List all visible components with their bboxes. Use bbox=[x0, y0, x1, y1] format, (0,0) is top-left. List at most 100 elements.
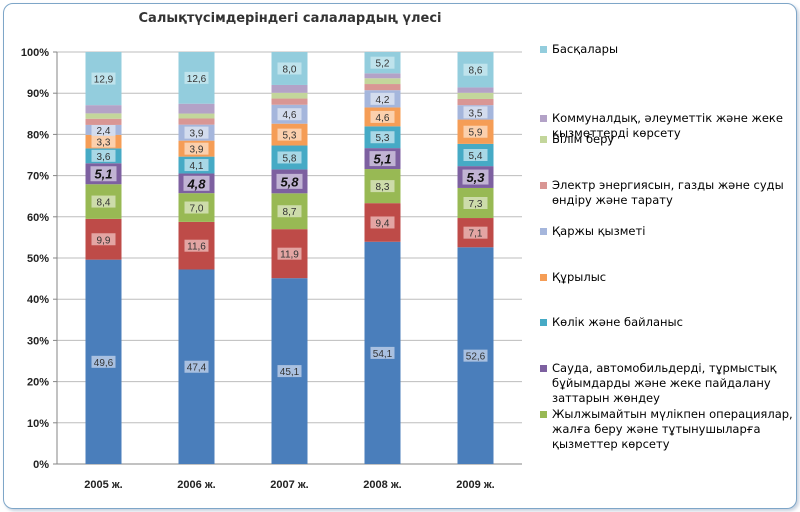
data-label: 4,2 bbox=[376, 95, 390, 106]
data-label-box bbox=[91, 72, 116, 85]
legend-swatch bbox=[540, 411, 547, 418]
y-tick-label: 80% bbox=[27, 129, 49, 141]
x-tick-label: 2005 ж. bbox=[84, 479, 122, 491]
bar-segment bbox=[178, 113, 215, 119]
data-label-box bbox=[463, 196, 488, 209]
legend-label: Электр энергиясын, газды және суды өндір… bbox=[552, 178, 784, 207]
data-label-box bbox=[90, 166, 117, 182]
data-label-box bbox=[463, 226, 488, 239]
legend-swatch bbox=[540, 46, 547, 53]
legend-label: Сауда, автомобильдерді, тұрмыстық бұйымд… bbox=[552, 361, 777, 405]
data-label-box bbox=[370, 216, 395, 229]
data-label: 5,1 bbox=[94, 167, 112, 182]
data-label-box bbox=[91, 355, 116, 368]
data-label: 54,1 bbox=[373, 349, 393, 360]
bar-segment bbox=[457, 92, 494, 99]
data-label-box bbox=[184, 360, 209, 373]
data-label-box bbox=[463, 125, 488, 138]
data-label-box bbox=[184, 126, 209, 139]
data-label-box bbox=[184, 71, 209, 84]
bar-segment bbox=[85, 113, 122, 119]
bar-segment bbox=[457, 98, 494, 106]
chart-title: Салықтүсімдеріндегі салалардың үлесі bbox=[139, 11, 442, 26]
data-label: 8,4 bbox=[97, 198, 111, 209]
bar-segment bbox=[457, 87, 494, 93]
data-label: 3,9 bbox=[190, 129, 204, 140]
data-label: 7,1 bbox=[469, 229, 483, 240]
data-label: 3,3 bbox=[97, 138, 111, 149]
data-label-box bbox=[277, 108, 302, 121]
data-label-box bbox=[183, 175, 210, 191]
data-label: 3,9 bbox=[190, 145, 204, 156]
x-axis: 2005 ж. 2006 ж. 2007 ж. 2008 ж. 2009 ж. bbox=[84, 479, 494, 491]
data-label-box bbox=[91, 195, 116, 208]
data-label: 5,9 bbox=[469, 128, 483, 139]
bar-segment bbox=[271, 98, 308, 105]
bar-stacks: 49,6 9,9 8,4 5,1 3,6 3,32,4 12,9 47,4 11,6 7,0 4,8… bbox=[85, 52, 494, 464]
data-label: 5,1 bbox=[373, 152, 391, 167]
data-label: 5,3 bbox=[466, 170, 485, 185]
data-label: 11,9 bbox=[280, 250, 299, 261]
data-label-box bbox=[370, 92, 395, 105]
data-label: 4,6 bbox=[283, 110, 297, 121]
data-label: 9,9 bbox=[97, 235, 111, 246]
y-tick-label: 30% bbox=[27, 335, 49, 347]
data-label: 4,6 bbox=[376, 113, 390, 124]
data-label-box bbox=[370, 56, 395, 69]
data-label: 7,0 bbox=[190, 204, 204, 215]
data-label: 8,7 bbox=[283, 207, 297, 218]
bar-segment bbox=[178, 118, 215, 125]
bar-segment bbox=[85, 118, 122, 125]
data-label-box bbox=[184, 159, 209, 172]
bar-segment bbox=[85, 105, 122, 114]
data-label-box bbox=[369, 151, 396, 167]
data-label-box bbox=[463, 106, 488, 119]
data-label: 12,9 bbox=[94, 75, 114, 86]
data-label: 8,3 bbox=[376, 182, 390, 193]
legend-label: Қаржы қызметі bbox=[552, 224, 646, 238]
y-tick-label: 40% bbox=[27, 294, 49, 306]
legend-swatch bbox=[540, 319, 547, 326]
data-label: 5,8 bbox=[280, 174, 299, 189]
data-label-box bbox=[277, 128, 302, 141]
legend-label: Жылжымайтын мүлікпен операциялар, жалға … bbox=[552, 407, 793, 451]
data-label: 5,8 bbox=[283, 153, 297, 164]
data-label-box bbox=[91, 233, 116, 246]
bar-segment bbox=[364, 78, 401, 85]
data-label: 52,6 bbox=[466, 352, 486, 363]
data-label-box bbox=[462, 169, 489, 185]
data-label: 4,1 bbox=[190, 161, 204, 172]
legend-swatch bbox=[540, 274, 547, 281]
data-label-box bbox=[91, 123, 116, 136]
data-label-box bbox=[463, 63, 488, 76]
x-tick-label: 2006 ж. bbox=[177, 479, 215, 491]
legend-label: Білім беру bbox=[552, 132, 615, 146]
x-tick-label: 2009 ж. bbox=[456, 479, 494, 491]
data-label: 4,8 bbox=[186, 176, 206, 191]
data-label-box bbox=[277, 365, 302, 378]
x-tick-label: 2008 ж. bbox=[363, 479, 401, 491]
y-tick-label: 70% bbox=[27, 171, 49, 183]
data-label-box bbox=[370, 346, 395, 359]
data-label: 8,0 bbox=[283, 64, 297, 75]
data-label: 5,2 bbox=[376, 59, 390, 70]
bar-segment bbox=[271, 92, 308, 99]
data-label-box bbox=[277, 247, 302, 260]
y-tick-label: 90% bbox=[27, 88, 49, 100]
y-tick-label: 0% bbox=[33, 459, 49, 471]
bar-segment bbox=[364, 73, 401, 79]
data-label: 3,5 bbox=[469, 108, 483, 119]
data-label-box bbox=[370, 131, 395, 144]
y-axis: 0% 10% 20% 30% 40% 50% 60% 70% 80% 90% 100% bbox=[21, 47, 522, 471]
data-label: 49,6 bbox=[94, 358, 114, 369]
data-label: 47,4 bbox=[187, 363, 207, 374]
data-label-box bbox=[91, 149, 116, 162]
data-label-box bbox=[184, 142, 209, 155]
data-label-box bbox=[370, 180, 395, 193]
legend-label: Коммуналдық, әлеуметтік және жеке қызмет… bbox=[552, 111, 783, 140]
y-tick-label: 20% bbox=[27, 377, 49, 389]
y-tick-label: 50% bbox=[27, 253, 49, 265]
bar-segment bbox=[364, 84, 401, 91]
y-tick-label: 10% bbox=[27, 418, 49, 430]
